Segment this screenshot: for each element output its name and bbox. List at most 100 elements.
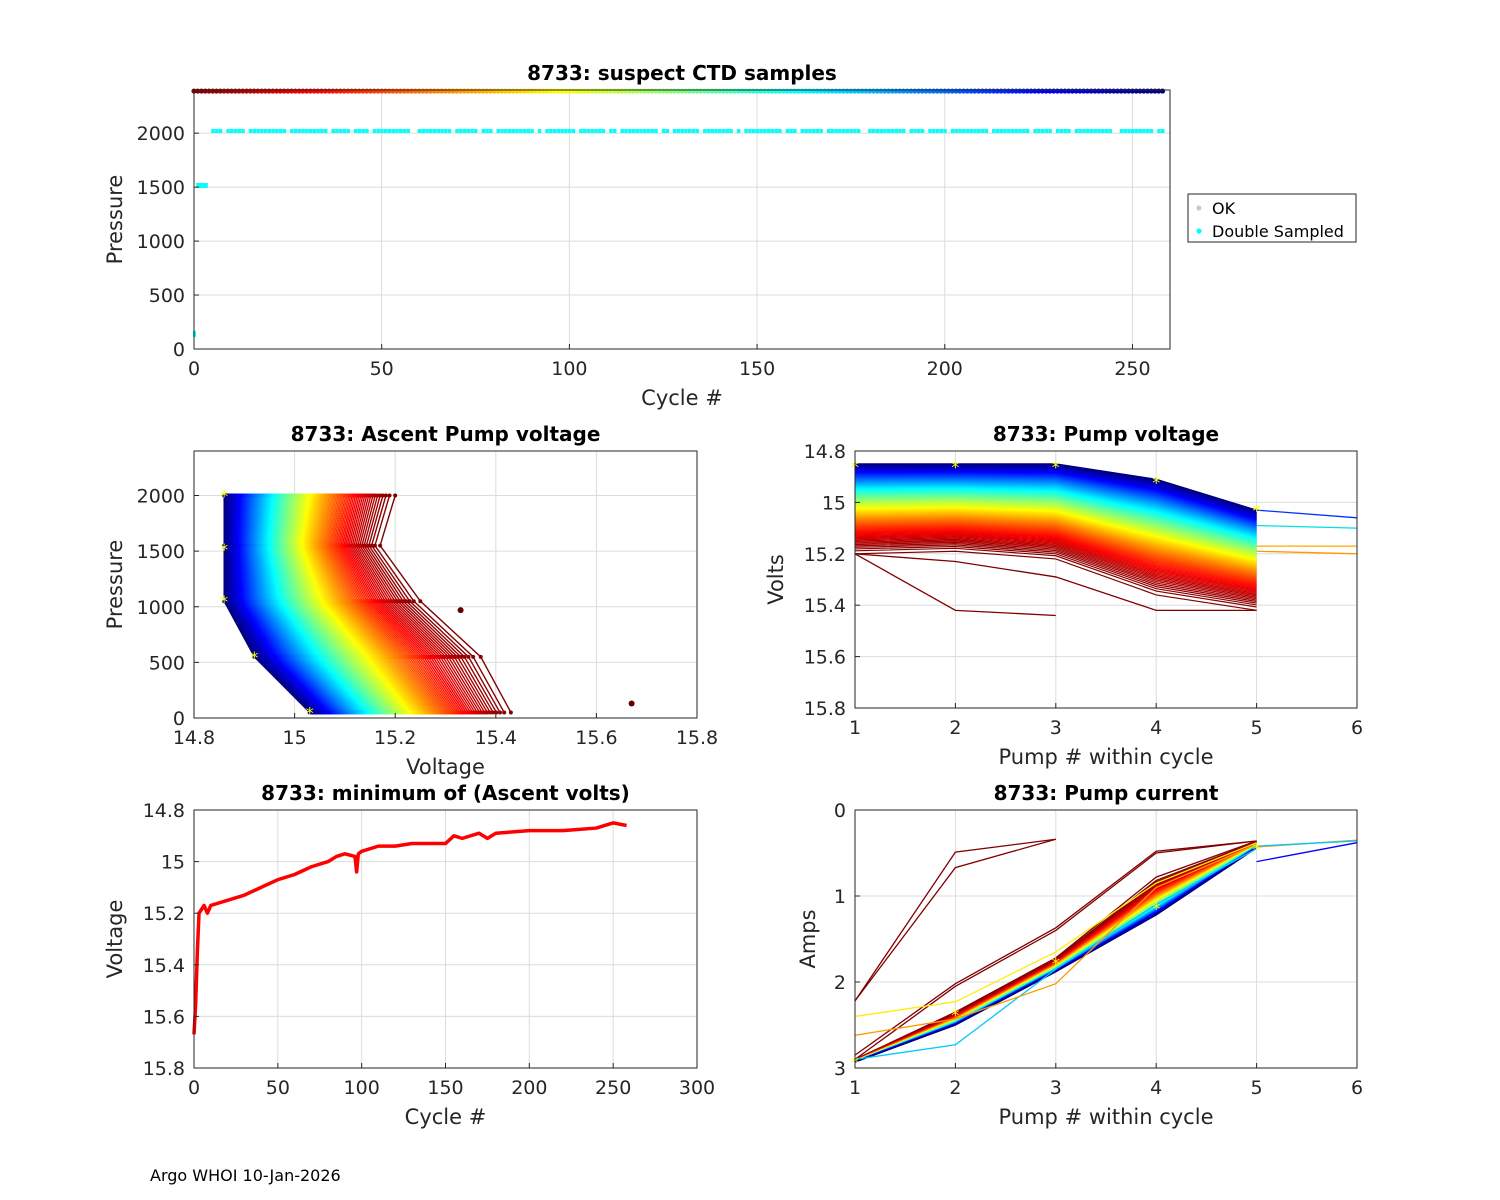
double-sampled-point	[1037, 129, 1041, 134]
ascent-point	[222, 599, 227, 604]
pump-current-line	[1256, 842, 1358, 863]
pump-voltage-line	[854, 501, 1257, 555]
double-sampled-point	[515, 129, 519, 134]
double-sampled-point	[770, 129, 775, 134]
double-sampled-point	[984, 129, 989, 134]
ascent-point	[369, 543, 374, 548]
ascent-point	[383, 493, 388, 498]
double-sampled-point	[830, 129, 835, 134]
ascent-point	[393, 493, 398, 498]
x-tick-label: 15.4	[475, 727, 517, 749]
double-sampled-point	[305, 129, 309, 134]
x-tick-label: 4	[1150, 1077, 1162, 1099]
ascent-point	[502, 710, 507, 715]
double-sampled-point	[507, 129, 512, 134]
double-sampled-point	[481, 129, 486, 134]
x-tick-label: 6	[1351, 717, 1363, 739]
double-sampled-point	[586, 129, 591, 134]
x-tick-label: 200	[927, 358, 963, 380]
y-tick-label: 500	[149, 652, 185, 674]
double-sampled-point	[620, 129, 624, 134]
double-sampled-point	[962, 129, 966, 134]
double-sampled-point	[1123, 129, 1127, 134]
double-sampled-point	[601, 129, 606, 134]
double-sampled-point	[1003, 129, 1007, 134]
pump-voltage-line	[854, 504, 1257, 558]
pump-voltage-line	[854, 514, 1257, 570]
double-sampled-point	[868, 129, 872, 134]
double-sampled-point	[522, 129, 527, 134]
y-tick-label: 15	[161, 852, 185, 874]
double-sampled-point	[954, 129, 959, 134]
double-sampled-point	[759, 129, 763, 134]
double-sampled-point	[571, 129, 576, 134]
axes-box	[854, 450, 1358, 709]
x-tick-label: 100	[551, 358, 587, 380]
pump-current-line	[854, 840, 1257, 1056]
double-sampled-point	[485, 129, 489, 134]
double-sampled-point	[275, 129, 279, 134]
double-sampled-point	[1134, 129, 1139, 134]
x-tick-label: 100	[344, 1077, 380, 1099]
pump-voltage-line	[854, 540, 1257, 600]
ascent-point	[307, 710, 312, 715]
axes-box	[193, 450, 698, 719]
double-sampled-point	[282, 129, 287, 134]
x-tick-label: 15.8	[676, 727, 718, 749]
double-sampled-point	[845, 129, 850, 134]
pump-voltage-line	[854, 550, 1257, 611]
ascent-point	[407, 599, 412, 604]
ascent-point	[387, 493, 392, 498]
double-sampled-point	[361, 129, 365, 134]
legend: OK Double Sampled	[1187, 193, 1357, 243]
double-sampled-point	[721, 129, 726, 134]
double-sampled-point	[1104, 129, 1109, 134]
double-sampled-point	[312, 129, 317, 134]
pump-voltage-line	[854, 506, 1257, 561]
x-tick-label: 0	[188, 1077, 200, 1099]
double-sampled-point	[432, 129, 437, 134]
x-axis-label: Cycle #	[641, 386, 723, 410]
double-sampled-point	[376, 129, 380, 134]
double-sampled-point	[552, 129, 557, 134]
double-sampled-point	[875, 129, 880, 134]
pump-voltage-line	[854, 508, 1257, 563]
plot-area	[194, 90, 1170, 349]
double-sampled-point	[582, 129, 587, 134]
y-tick-label: 15.2	[804, 544, 846, 566]
axes-frame	[193, 89, 1171, 350]
pump-voltage-line	[854, 547, 1257, 608]
y-tick-label: 14.8	[804, 441, 846, 463]
min-marker: *	[1253, 840, 1261, 859]
x-axis-label: Cycle #	[405, 1105, 487, 1129]
double-sampled-point	[706, 129, 711, 134]
double-sampled-point	[1074, 129, 1079, 134]
double-sampled-point	[808, 129, 812, 134]
double-sampled-point	[755, 129, 760, 134]
pump-voltage-line	[854, 504, 1257, 559]
chart-title: 8733: Pump voltage	[993, 422, 1219, 446]
x-tick-label: 250	[1114, 358, 1150, 380]
double-sampled-point	[958, 129, 962, 134]
double-sampled-point	[428, 129, 433, 134]
x-tick-label: 300	[679, 1077, 715, 1099]
double-sampled-point	[909, 129, 913, 134]
double-sampled-point	[230, 129, 234, 134]
pump-current-line	[854, 848, 1257, 1061]
y-tick-label: 500	[149, 285, 185, 307]
axes-frame	[193, 809, 698, 1069]
double-sampled-point	[973, 129, 977, 134]
plot-marks: *****	[851, 457, 1358, 617]
pump-voltage-line	[854, 526, 1257, 584]
legend-label: OK	[1212, 199, 1236, 218]
double-sampled-point	[511, 129, 516, 134]
x-tick-label: 1	[849, 717, 861, 739]
y-tick-label: 2000	[137, 486, 185, 508]
double-sampled-point	[841, 129, 846, 134]
double-sampled-point	[1160, 129, 1165, 134]
double-sampled-point	[894, 129, 898, 134]
double-sampled-point	[391, 129, 395, 134]
double-sampled-point	[665, 129, 669, 134]
double-sampled-point	[387, 129, 392, 134]
double-sampled-point	[642, 129, 647, 134]
